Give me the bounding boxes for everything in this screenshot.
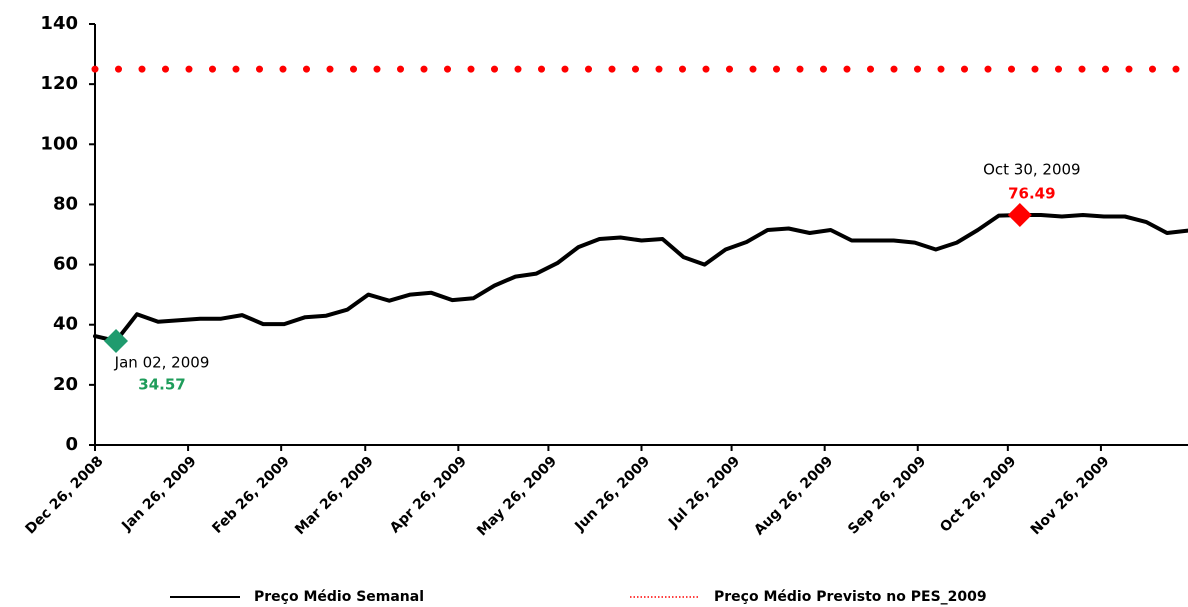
series-line: [93, 213, 1188, 343]
y-tick-label: 0: [65, 434, 78, 455]
legend-label: Preço Médio Semanal: [254, 589, 424, 605]
x-tick-label: Jun 26, 2009: [571, 453, 653, 535]
x-tick-label: Dec 26, 2008: [23, 453, 107, 537]
annotation-value: 76.49: [1008, 184, 1055, 202]
y-tick-label: 60: [53, 254, 78, 275]
annotation-marker: [1007, 202, 1032, 227]
annotation-date: Oct 30, 2009: [983, 160, 1081, 178]
x-tick-label: Aug 26, 2009: [751, 453, 836, 538]
y-tick-label: 80: [53, 193, 78, 214]
x-tick-label: Sep 26, 2009: [845, 453, 929, 537]
y-tick-label: 40: [53, 314, 78, 335]
x-tick-label: Oct 26, 2009: [937, 453, 1019, 535]
x-tick-label: Nov 26, 2009: [1028, 453, 1113, 538]
y-tick-label: 100: [40, 133, 78, 154]
annotation-marker: [104, 329, 129, 354]
x-tick-label: Mar 26, 2009: [292, 453, 377, 538]
x-tick-label: Feb 26, 2009: [209, 453, 292, 536]
x-tick-label: May 26, 2009: [474, 453, 560, 539]
x-tick-label: Jan 26, 2009: [118, 453, 199, 534]
y-tick-label: 120: [40, 73, 78, 94]
y-tick-label: 20: [53, 374, 78, 395]
annotation-value: 34.57: [138, 376, 185, 394]
x-tick-label: Apr 26, 2009: [387, 453, 470, 536]
y-tick-label: 140: [40, 13, 78, 34]
annotation-date: Jan 02, 2009: [114, 354, 210, 372]
x-tick-label: Jul 26, 2009: [665, 453, 743, 531]
legend-label: Preço Médio Previsto no PES_2009: [714, 589, 987, 605]
